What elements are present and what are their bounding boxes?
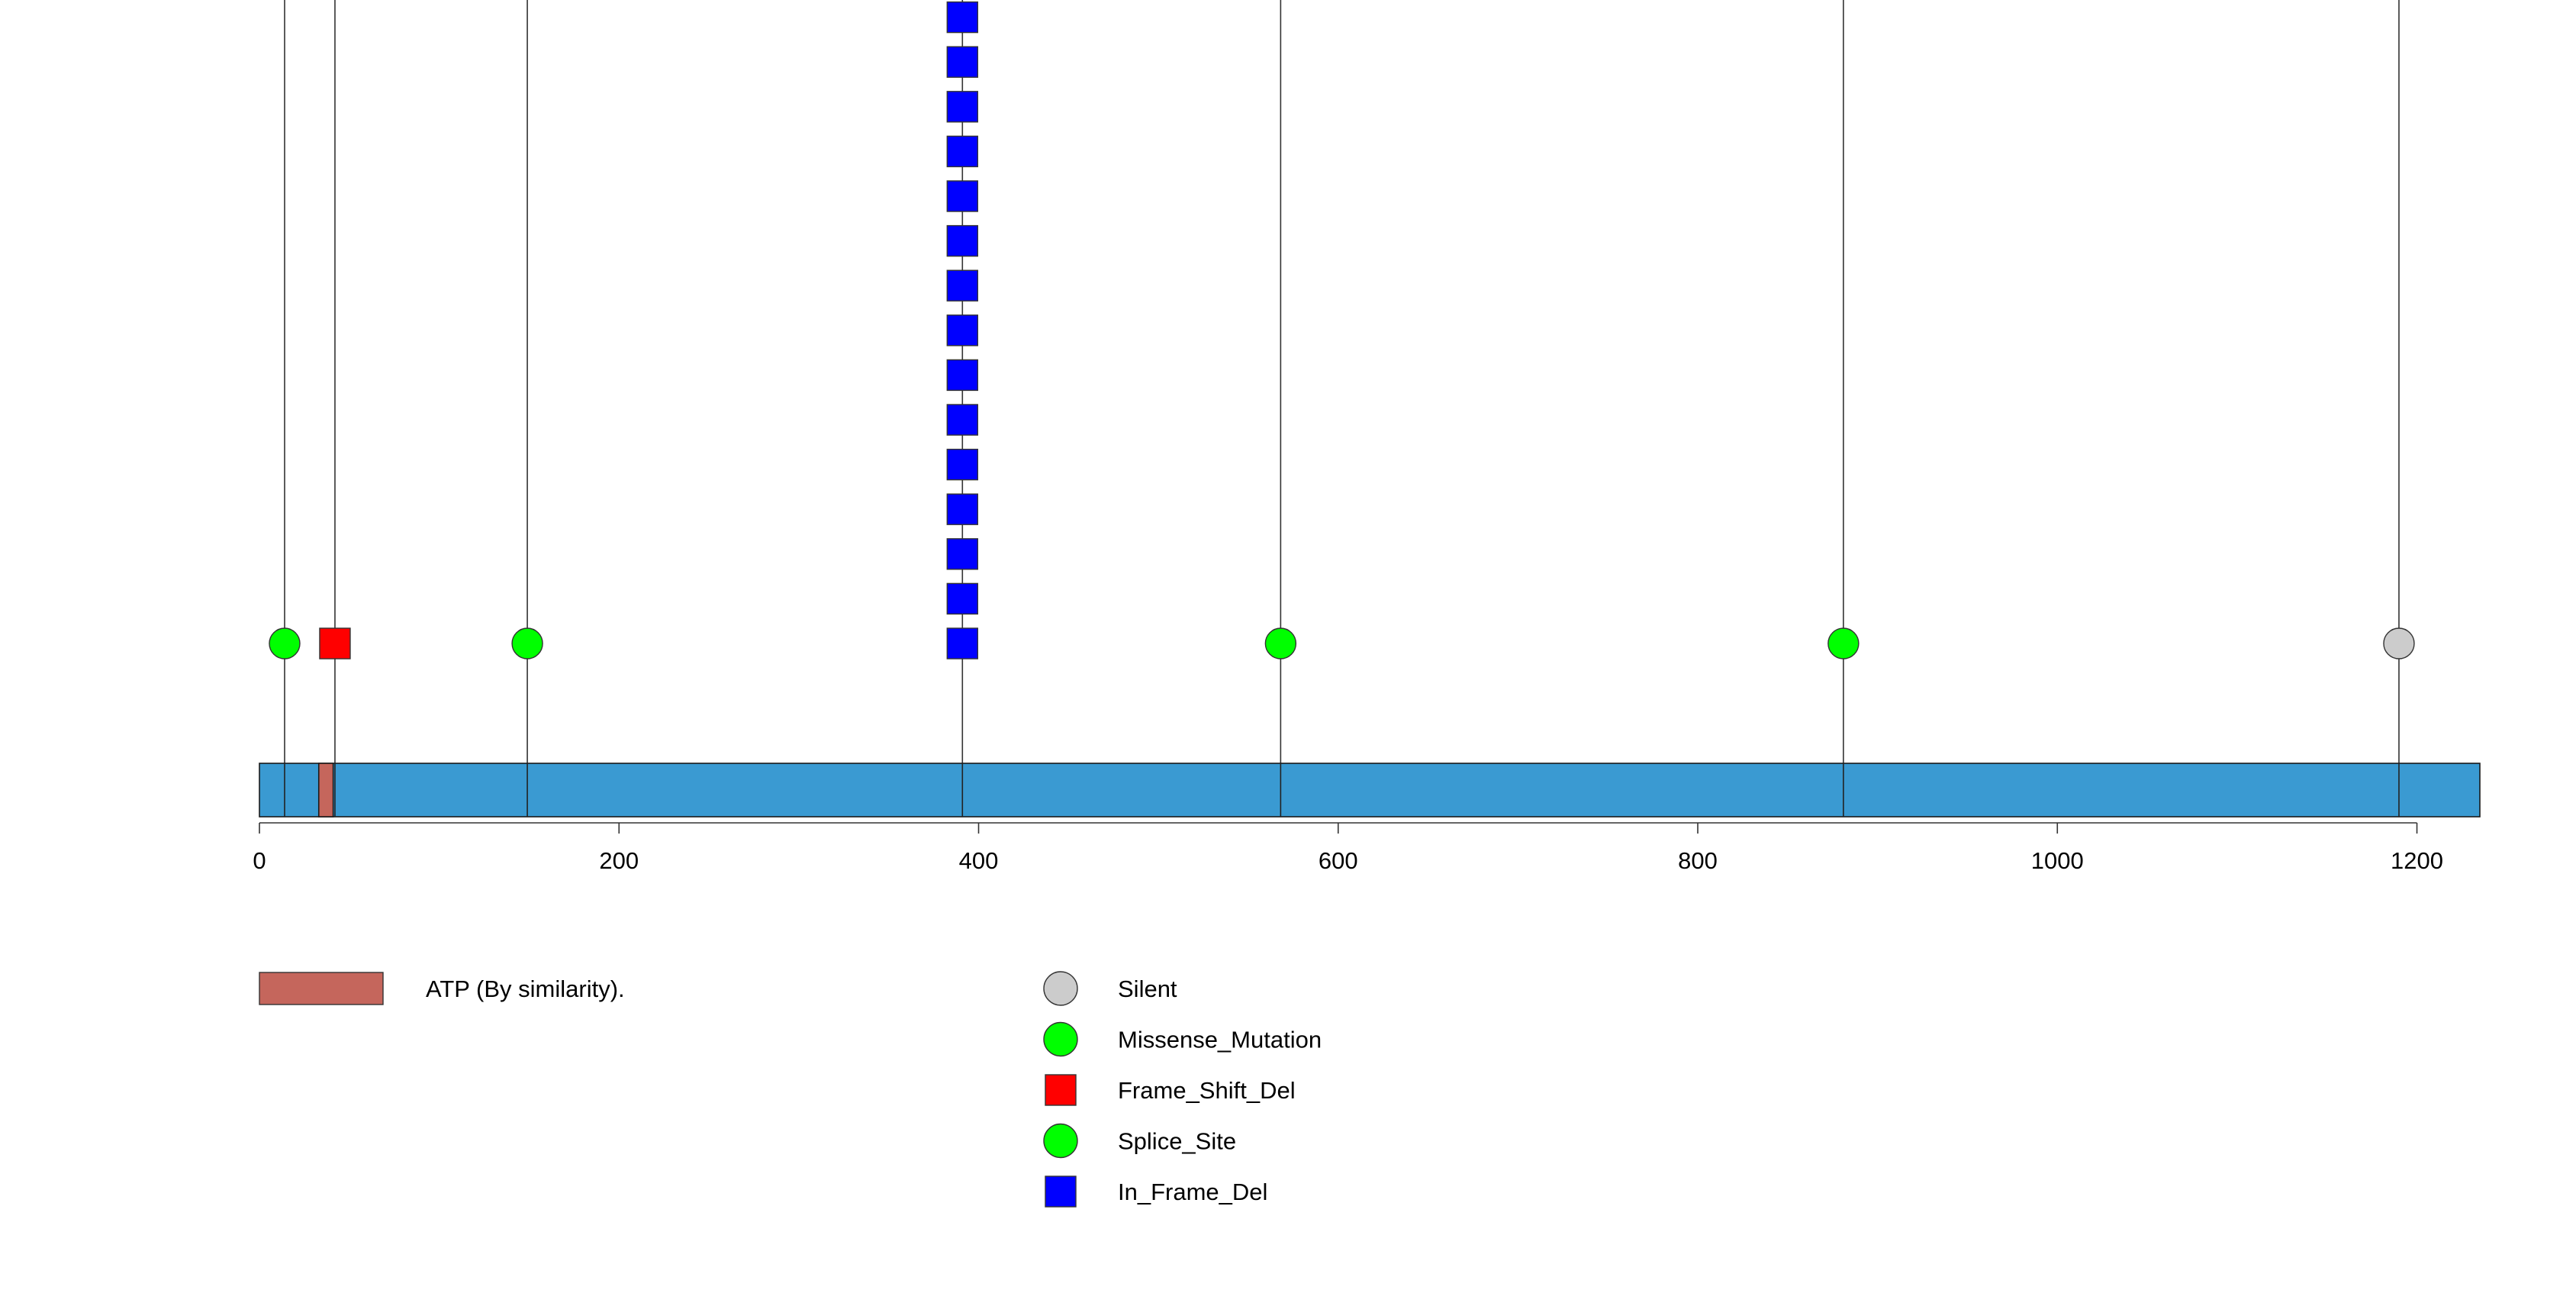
mutation-marker [946,359,979,392]
legend-marker [1045,1074,1077,1106]
legend-domain-swatch [259,972,384,1005]
mutation-marker [946,404,979,436]
mutation-marker [946,269,979,302]
mutation-marker [946,224,979,257]
mutation-marker [1264,627,1297,660]
legend-marker [1043,971,1078,1006]
x-axis: 0 200 400 600 800 1000 1200 [253,822,2443,874]
x-tick-label: 1200 [2391,847,2443,874]
legend-domain-label: ATP (By similarity). [426,976,625,1002]
x-tick-label: 600 [1319,847,1358,874]
mutation-marker [1827,627,1860,660]
protein-domain [317,763,334,818]
mutation-markers [269,1,2415,660]
mutation-marker [946,180,979,212]
legend-type-label: Missense_Mutation [1118,1027,1322,1053]
x-tick-label: 0 [253,847,266,874]
mutation-marker [946,448,979,481]
x-tick-label: 800 [1678,847,1718,874]
mutation-marker [2383,627,2415,660]
legend-marker [1045,1176,1077,1208]
x-tick-label: 1000 [2031,847,2084,874]
mutation-marker [946,493,979,525]
legend-type-label: In_Frame_Del [1118,1179,1267,1205]
protein-track [259,763,2481,818]
mutation-marker [946,135,979,168]
mutation-marker [946,582,979,615]
mutation-marker [946,538,979,570]
legend-marker [1043,1021,1078,1057]
mutation-marker [946,627,979,660]
mutation-marker [269,627,301,660]
legend: ATP (By similarity). Silent Missense_Mutat… [259,971,1322,1208]
legend-type-label: Frame_Shift_Del [1118,1077,1296,1104]
x-tick-label: 400 [959,847,999,874]
protein-bar [259,763,2481,818]
mutation-marker [511,627,543,660]
x-tick-label: 200 [599,847,639,874]
mutation-marker [319,627,351,660]
legend-marker [1043,1123,1078,1159]
mutation-marker [946,1,979,34]
legend-type-label: Splice_Site [1118,1128,1236,1155]
legend-type-label: Silent [1118,976,1177,1002]
mutation-marker [946,46,979,78]
mutation-marker [946,91,979,123]
mutation-marker [946,314,979,347]
